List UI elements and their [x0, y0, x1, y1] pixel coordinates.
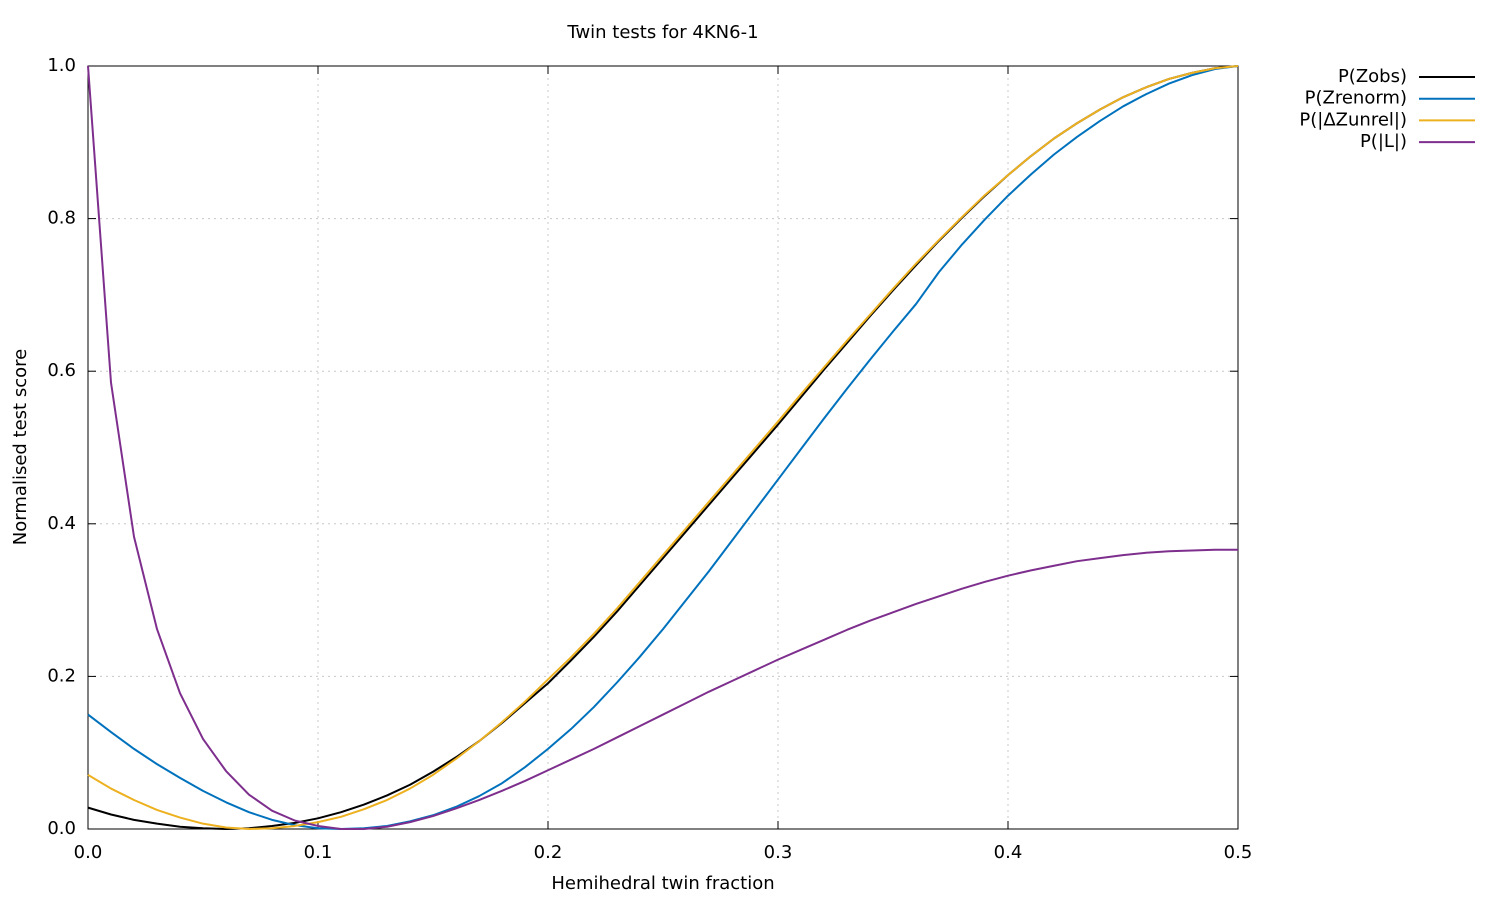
y-axis-label: Normalised test score	[10, 349, 31, 545]
plot-frame	[87, 65, 1239, 830]
y-tick-label: 0.0	[47, 818, 76, 839]
chart-title: Twin tests for 4KN6-1	[566, 22, 758, 43]
legend-label: P(|L|)	[1360, 131, 1407, 152]
x-axis-label: Hemihedral twin fraction	[551, 873, 774, 894]
legend-label: P(Zobs)	[1338, 66, 1407, 87]
x-tick-label: 0.4	[994, 842, 1023, 863]
x-tick-label: 0.5	[1224, 842, 1253, 863]
legend-label: P(Zrenorm)	[1305, 88, 1407, 109]
y-tick-label: 0.8	[47, 208, 76, 229]
y-tick-label: 1.0	[47, 55, 76, 76]
y-tick-label: 0.6	[47, 360, 76, 381]
y-tick-label: 0.4	[47, 513, 76, 534]
x-tick-label: 0.2	[534, 842, 563, 863]
x-tick-label: 0.0	[74, 842, 103, 863]
x-tick-label: 0.3	[764, 842, 793, 863]
y-tick-label: 0.2	[47, 665, 76, 686]
legend-label: P(|ΔZunrel|)	[1299, 109, 1407, 130]
series-line	[87, 65, 1239, 830]
x-tick-label: 0.1	[304, 842, 333, 863]
series-line	[87, 65, 1238, 830]
series-line	[87, 65, 1239, 830]
